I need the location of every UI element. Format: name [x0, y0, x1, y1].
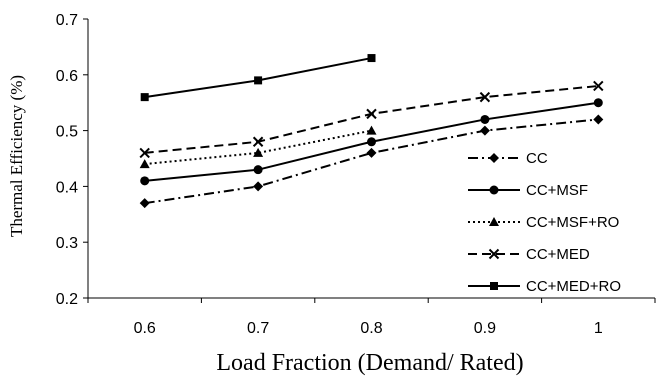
series-cc-msf-ro: [139, 125, 377, 169]
y-tick-label: 0.2: [56, 291, 78, 308]
x-marker-stroke: [593, 80, 604, 92]
x-marker-stroke: [139, 147, 150, 159]
data-point-cc-med-ro: [140, 93, 149, 102]
x-tick-label: 0.9: [474, 320, 496, 337]
data-point-cc-msf: [593, 98, 603, 108]
data-point-cc: [479, 125, 490, 136]
legend-label: CC+MED: [526, 246, 590, 263]
x-axis-title: Load Fraction (Demand/ Rated): [216, 350, 523, 376]
legend-entry-cc-med-ro: CC+MED+RO: [468, 278, 621, 295]
series-line-cc-msf-ro: [144, 129, 372, 166]
x-tick-label: 0.8: [360, 320, 382, 337]
legend-label: CC+MSF+RO: [526, 214, 619, 231]
legend-entry-cc-msf: CC+MSF: [468, 182, 588, 199]
y-tick-label: 0.5: [56, 124, 78, 141]
data-point-cc-med-ro: [254, 76, 263, 85]
data-point-cc: [253, 181, 264, 192]
y-tick-label: 0.4: [56, 179, 78, 196]
series-layer: [139, 54, 604, 209]
data-point-cc-med: [252, 136, 264, 147]
axes: 0.2 0.3 0.4 0.5 0.6 0.7 0.6 0.7 0.8 0.9 1: [56, 12, 656, 337]
legend-entry-cc-med: CC+MED: [468, 246, 590, 263]
x-tick-label: 0.6: [134, 320, 156, 337]
legend-label: CC+MSF: [526, 182, 588, 199]
legend-marker: [489, 153, 499, 163]
data-point-cc: [139, 198, 150, 209]
legend-marker: [489, 217, 499, 226]
y-tick-label: 0.6: [56, 68, 78, 85]
legend-marker: [488, 248, 500, 260]
data-point-cc-msf-ro: [366, 125, 377, 135]
series-cc-msf: [140, 98, 603, 186]
x-marker-stroke: [479, 91, 491, 103]
x-marker-stroke: [252, 136, 264, 147]
legend-label: CC+MED+RO: [526, 278, 621, 295]
y-tick-label: 0.3: [56, 235, 78, 252]
legend-marker: [489, 185, 499, 195]
x-tick-label: 1: [594, 320, 603, 337]
data-point-cc-med: [366, 108, 377, 120]
data-point-cc-msf: [253, 165, 263, 175]
data-point-cc: [366, 147, 377, 158]
data-point-cc-med-ro: [367, 54, 376, 63]
data-point-cc-med: [479, 91, 491, 103]
data-point-cc-msf-ro: [139, 159, 150, 169]
legend-label: CC: [526, 150, 548, 167]
legend-marker: [490, 282, 498, 290]
legend: CC CC+MSF CC+MSF+RO CC+MED CC+MED+RO: [468, 150, 621, 295]
x-marker-stroke: [366, 108, 377, 120]
data-point-cc-med: [139, 147, 150, 159]
x-marker-stroke: [488, 248, 500, 260]
series-cc-med: [139, 80, 604, 159]
data-point-cc-msf: [480, 114, 490, 124]
legend-entry-cc-msf-ro: CC+MSF+RO: [468, 214, 619, 231]
y-tick-label: 0.7: [56, 12, 78, 29]
data-point-cc-med: [593, 80, 604, 92]
x-tick-label: 0.7: [247, 320, 269, 337]
legend-entry-cc: CC: [468, 150, 548, 167]
series-cc: [139, 114, 604, 209]
data-point-cc-msf: [140, 176, 150, 186]
y-axis-title: Thermal Efficiency (%): [7, 75, 26, 237]
data-point-cc-msf-ro: [253, 147, 264, 157]
series-line-cc: [144, 118, 599, 205]
series-cc-med-ro: [140, 54, 376, 102]
data-point-cc-msf: [367, 137, 376, 147]
data-point-cc: [593, 114, 604, 125]
